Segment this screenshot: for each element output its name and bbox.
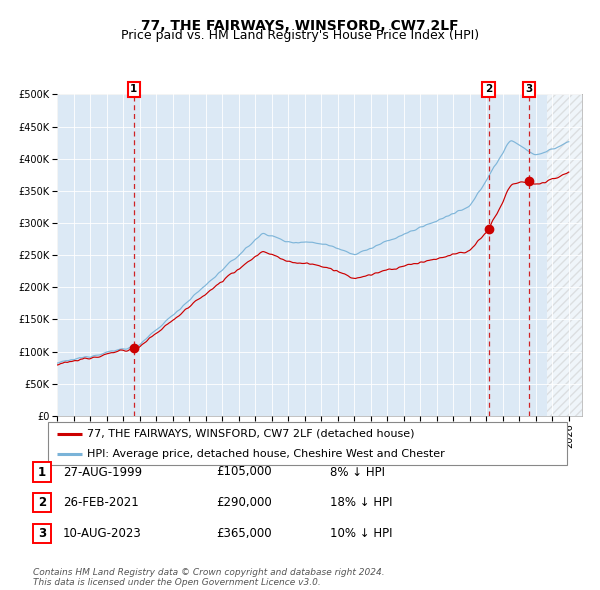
Text: £365,000: £365,000 bbox=[216, 527, 272, 540]
Text: £290,000: £290,000 bbox=[216, 496, 272, 509]
Text: 77, THE FAIRWAYS, WINSFORD, CW7 2LF: 77, THE FAIRWAYS, WINSFORD, CW7 2LF bbox=[141, 19, 459, 33]
Text: 3: 3 bbox=[526, 84, 533, 94]
Text: Price paid vs. HM Land Registry's House Price Index (HPI): Price paid vs. HM Land Registry's House … bbox=[121, 30, 479, 42]
Text: 18% ↓ HPI: 18% ↓ HPI bbox=[330, 496, 392, 509]
Text: 26-FEB-2021: 26-FEB-2021 bbox=[63, 496, 139, 509]
Text: 27-AUG-1999: 27-AUG-1999 bbox=[63, 466, 142, 478]
Text: £105,000: £105,000 bbox=[216, 466, 272, 478]
Text: 3: 3 bbox=[38, 527, 46, 540]
Text: 10% ↓ HPI: 10% ↓ HPI bbox=[330, 527, 392, 540]
Text: 1: 1 bbox=[130, 84, 137, 94]
Text: Contains HM Land Registry data © Crown copyright and database right 2024.
This d: Contains HM Land Registry data © Crown c… bbox=[33, 568, 385, 587]
FancyBboxPatch shape bbox=[48, 422, 567, 465]
Text: 2: 2 bbox=[38, 496, 46, 509]
Text: 77, THE FAIRWAYS, WINSFORD, CW7 2LF (detached house): 77, THE FAIRWAYS, WINSFORD, CW7 2LF (det… bbox=[87, 429, 415, 439]
Text: 10-AUG-2023: 10-AUG-2023 bbox=[63, 527, 142, 540]
Text: 2: 2 bbox=[485, 84, 493, 94]
Text: 1: 1 bbox=[38, 466, 46, 478]
Text: 8% ↓ HPI: 8% ↓ HPI bbox=[330, 466, 385, 478]
Text: HPI: Average price, detached house, Cheshire West and Chester: HPI: Average price, detached house, Ches… bbox=[87, 449, 445, 459]
